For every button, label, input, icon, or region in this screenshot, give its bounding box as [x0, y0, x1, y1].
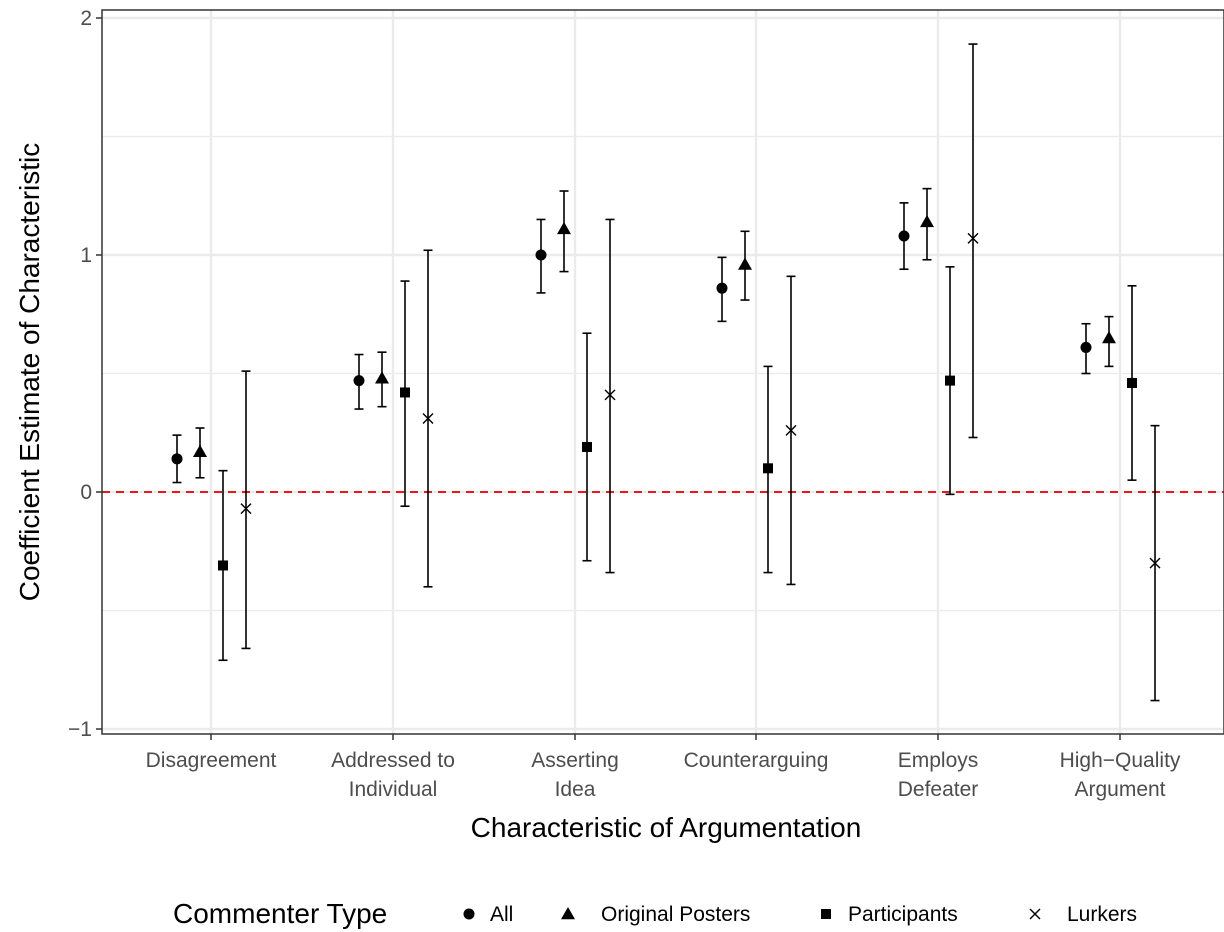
x-tick-label: Disagreement — [146, 749, 277, 772]
point-estimate — [898, 230, 910, 242]
point-estimate — [193, 444, 207, 457]
point-estimate — [400, 387, 410, 398]
legend-items: All Original Posters Participants Lurkers — [463, 903, 1137, 926]
series-original-posters — [193, 187, 1116, 479]
series-lurkers — [240, 43, 1161, 702]
legend-item-original-posters: Original Posters — [561, 903, 750, 926]
x-tick-label: Individual — [349, 778, 438, 801]
point-estimate — [785, 424, 797, 436]
cross-stroke — [604, 389, 616, 401]
x-tick-label: Idea — [555, 778, 596, 801]
point-estimate — [763, 463, 773, 474]
point-estimate — [604, 389, 616, 401]
grid-layer — [102, 10, 1224, 734]
legend-key — [821, 909, 831, 919]
x-tick-label: Asserting — [531, 749, 619, 772]
point-estimate — [1149, 557, 1161, 569]
x-axis-title: Characteristic of Argumentation — [471, 812, 862, 843]
panel-border — [101, 9, 1224, 735]
cross-stroke — [785, 424, 797, 436]
point-estimate — [945, 375, 955, 386]
x-tick-label: Counterarguing — [684, 749, 829, 772]
x-tick-label: High−Quality — [1060, 749, 1181, 772]
point-estimate — [557, 221, 571, 235]
legend-label: Original Posters — [601, 903, 750, 926]
x-tick-label: Argument — [1074, 778, 1165, 801]
legend-item-participants: Participants — [821, 903, 958, 926]
point-estimate — [967, 232, 979, 244]
point-estimate — [375, 371, 389, 384]
point-estimate — [535, 249, 547, 261]
legend-item-lurkers: Lurkers — [1029, 903, 1137, 926]
y-axis-title: Coefficient Estimate of Characteristic — [14, 143, 45, 602]
point-estimate — [171, 453, 183, 465]
cross-stroke — [1029, 908, 1041, 920]
y-tick-label: 2 — [80, 7, 92, 30]
point-estimate — [1127, 377, 1137, 388]
cross-stroke — [422, 413, 434, 425]
panel-background — [102, 10, 1224, 734]
y-tick-label: 1 — [80, 244, 92, 267]
point-estimate — [422, 413, 434, 425]
axis-layer: 2 1 0 −1 Disagreement Addressed to Individual A… — [68, 7, 1224, 801]
legend-title: Commenter Type — [173, 898, 387, 929]
point-estimate — [353, 375, 365, 387]
series-all — [171, 202, 1092, 484]
point-estimate — [920, 214, 934, 228]
y-tick-label: −1 — [68, 718, 92, 741]
legend-key — [1029, 908, 1041, 920]
x-tick-label: Employs — [898, 749, 979, 772]
point-estimate — [738, 257, 752, 270]
series-participants — [218, 266, 1137, 662]
cross-stroke — [1149, 557, 1161, 569]
legend-key — [561, 907, 575, 920]
point-estimate — [1102, 330, 1116, 344]
legend-label: Participants — [848, 903, 958, 926]
point-estimate — [582, 441, 592, 452]
x-tick-label: Addressed to — [331, 749, 455, 772]
point-estimate — [1080, 341, 1092, 353]
cross-stroke — [240, 503, 252, 515]
legend: Commenter Type All Original Posters Partic… — [173, 898, 1137, 929]
legend-item-all: All — [463, 903, 513, 926]
legend-label: All — [490, 903, 513, 926]
legend-key — [463, 908, 475, 920]
legend-label: Lurkers — [1067, 903, 1137, 926]
x-tick-label: Defeater — [898, 778, 979, 801]
point-estimate — [240, 503, 252, 515]
point-estimate — [716, 282, 728, 294]
cross-stroke — [967, 232, 979, 244]
point-estimate — [218, 560, 228, 571]
marks-layer — [171, 43, 1161, 702]
y-tick-label: 0 — [80, 481, 92, 504]
